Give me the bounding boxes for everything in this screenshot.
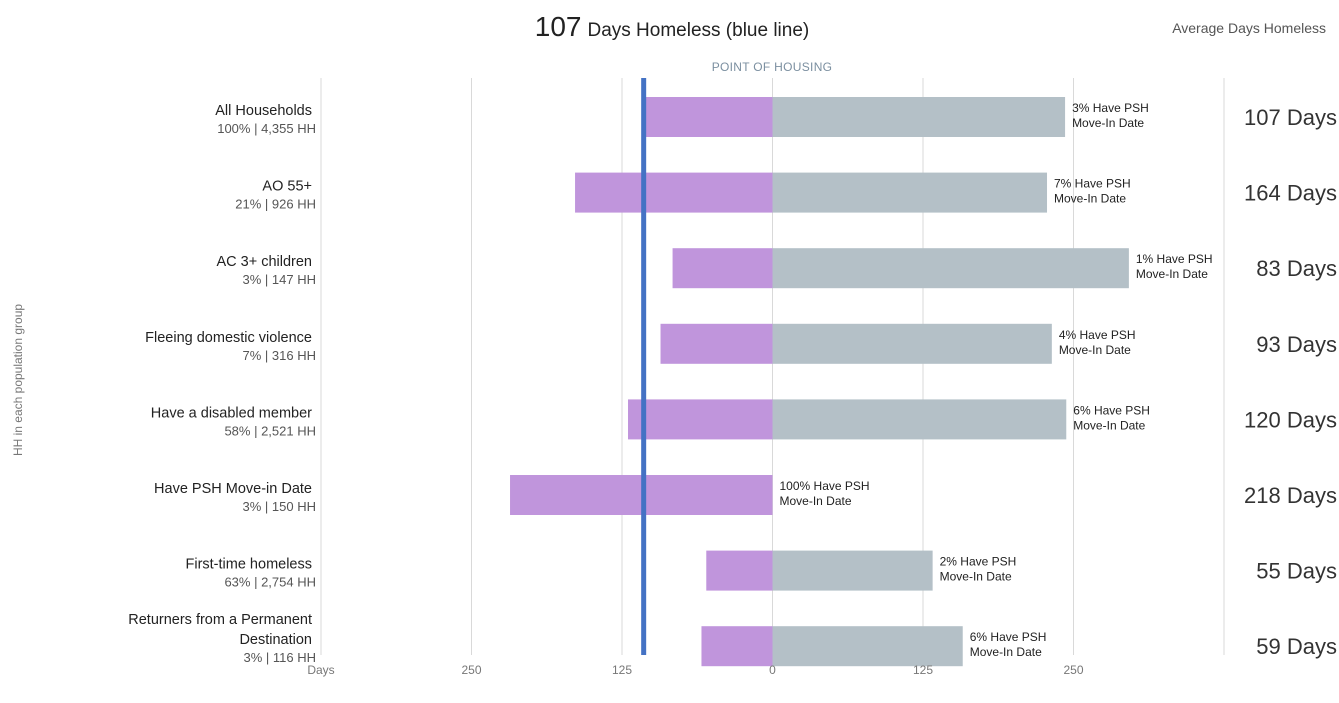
average-days-value: 107 Days [1244, 105, 1337, 130]
x-tick-label: 125 [612, 663, 632, 677]
psh-percent-label: 3% Have PSH [1072, 101, 1149, 115]
psh-percent-label: 100% Have PSH [780, 479, 870, 493]
category-share: 3% | 150 HH [243, 499, 316, 514]
average-days-value: 55 Days [1256, 559, 1337, 584]
category-share: 3% | 116 HH [243, 650, 316, 665]
average-days-value: 59 Days [1256, 634, 1337, 659]
category-name: All Households [215, 103, 312, 119]
psh-movein-label: Move-In Date [970, 645, 1042, 659]
category-name: Have a disabled member [151, 405, 312, 421]
psh-movein-label: Move-In Date [780, 494, 852, 508]
bar-days-before [701, 626, 773, 667]
category-name: AC 3+ children [216, 254, 312, 270]
psh-movein-label: Move-In Date [1054, 192, 1126, 206]
psh-percent-label: 2% Have PSH [940, 555, 1017, 569]
average-days-value: 93 Days [1256, 332, 1337, 357]
x-tick-label: 250 [1063, 663, 1083, 677]
psh-percent-label: 6% Have PSH [970, 630, 1047, 644]
x-tick-label: 125 [913, 663, 933, 677]
headline-text: Days Homeless (blue line) [587, 20, 809, 41]
y-axis-label: HH in each population group [11, 304, 25, 456]
x-axis: Days 250 125 0 125 250 [307, 663, 1084, 677]
x-axis-days-label: Days [307, 663, 334, 677]
psh-movein-label: Move-In Date [1059, 343, 1131, 357]
average-days-value: 120 Days [1244, 407, 1337, 432]
category-share: 63% | 2,754 HH [224, 575, 316, 590]
psh-movein-label: Move-In Date [940, 570, 1012, 584]
bar-days-before [643, 97, 773, 137]
headline: 107 Days Homeless (blue line) [535, 11, 809, 42]
headline-value: 107 [535, 11, 582, 42]
bar-days-before [628, 399, 773, 440]
bar-days-after [772, 626, 963, 667]
psh-movein-label: Move-In Date [1073, 418, 1145, 432]
bar-days-after [772, 550, 933, 591]
category-name: Destination [239, 632, 312, 648]
category-share: 3% | 147 HH [243, 272, 316, 287]
psh-percent-label: 4% Have PSH [1059, 328, 1136, 342]
average-days-value: 83 Days [1256, 256, 1337, 281]
bar-days-after [772, 248, 1129, 289]
bar-days-before [706, 550, 773, 591]
category-name: First-time homeless [186, 557, 313, 573]
psh-percent-label: 7% Have PSH [1054, 177, 1131, 191]
category-name: AO 55+ [262, 179, 312, 195]
point-of-housing-label: POINT OF HOUSING [712, 60, 833, 74]
average-days-value: 218 Days [1244, 483, 1337, 508]
category-name: Have PSH Move-in Date [154, 481, 312, 497]
bar-days-before [660, 323, 773, 364]
average-line-layer [641, 78, 647, 655]
bars [510, 97, 1129, 667]
category-share: 21% | 926 HH [235, 197, 316, 212]
bar-days-before [575, 172, 773, 213]
x-tick-label: 250 [461, 663, 481, 677]
x-tick-label: 0 [769, 663, 776, 677]
category-share: 58% | 2,521 HH [224, 423, 316, 438]
category-name: Fleeing domestic violence [145, 330, 312, 346]
psh-movein-label: Move-In Date [1136, 267, 1208, 281]
average-days-value: 164 Days [1244, 181, 1337, 206]
category-share: 7% | 316 HH [243, 348, 316, 363]
bar-days-before [672, 248, 773, 289]
category-name: Returners from a Permanent [128, 612, 312, 628]
bar-days-after [772, 323, 1052, 364]
psh-movein-label: Move-In Date [1072, 116, 1144, 130]
average-days-title: Average Days Homeless [1172, 20, 1326, 36]
average-days-line [641, 78, 647, 655]
bar-days-after [772, 399, 1067, 440]
category-share: 100% | 4,355 HH [217, 121, 316, 136]
bar-days-after [772, 97, 1066, 137]
bar-days-after [772, 172, 1048, 213]
psh-percent-label: 1% Have PSH [1136, 252, 1213, 266]
psh-percent-label: 6% Have PSH [1073, 403, 1150, 417]
